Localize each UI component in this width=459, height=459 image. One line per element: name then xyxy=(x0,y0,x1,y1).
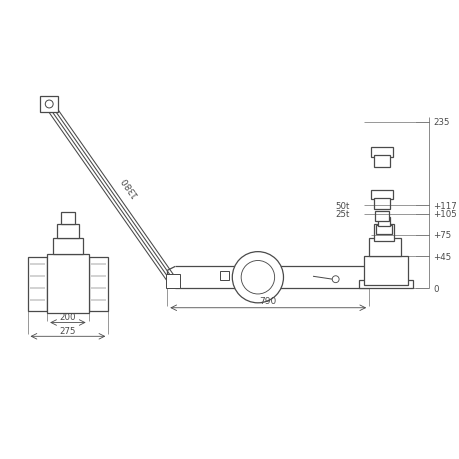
Circle shape xyxy=(45,101,53,109)
Text: +45: +45 xyxy=(432,252,450,261)
Bar xyxy=(61,213,75,224)
Bar xyxy=(89,257,108,311)
Text: +75: +75 xyxy=(432,231,450,240)
Text: 1380: 1380 xyxy=(118,174,139,197)
Bar xyxy=(358,280,413,288)
Bar xyxy=(47,254,89,313)
Text: 25t: 25t xyxy=(334,210,349,218)
Text: 235: 235 xyxy=(432,118,448,127)
Bar xyxy=(370,148,392,158)
Text: +117: +117 xyxy=(432,201,456,210)
Bar xyxy=(373,156,389,168)
Text: 275: 275 xyxy=(60,326,76,335)
Bar xyxy=(373,224,393,241)
Bar xyxy=(364,256,407,285)
Text: +105: +105 xyxy=(432,210,456,218)
Bar xyxy=(375,225,391,235)
Bar xyxy=(40,97,58,112)
Bar xyxy=(374,212,388,222)
Bar xyxy=(377,218,389,227)
Bar xyxy=(370,190,392,200)
Bar xyxy=(166,274,180,288)
Text: 790: 790 xyxy=(259,297,276,306)
Bar xyxy=(373,198,389,210)
Bar xyxy=(220,272,229,280)
Circle shape xyxy=(331,276,338,283)
Circle shape xyxy=(232,252,283,303)
Text: 50t: 50t xyxy=(334,201,349,210)
Circle shape xyxy=(241,261,274,294)
Text: 200: 200 xyxy=(60,313,76,321)
Bar xyxy=(57,224,78,238)
Bar xyxy=(368,238,400,256)
Text: 0: 0 xyxy=(432,284,438,293)
Bar xyxy=(53,238,83,254)
Bar xyxy=(28,257,47,311)
